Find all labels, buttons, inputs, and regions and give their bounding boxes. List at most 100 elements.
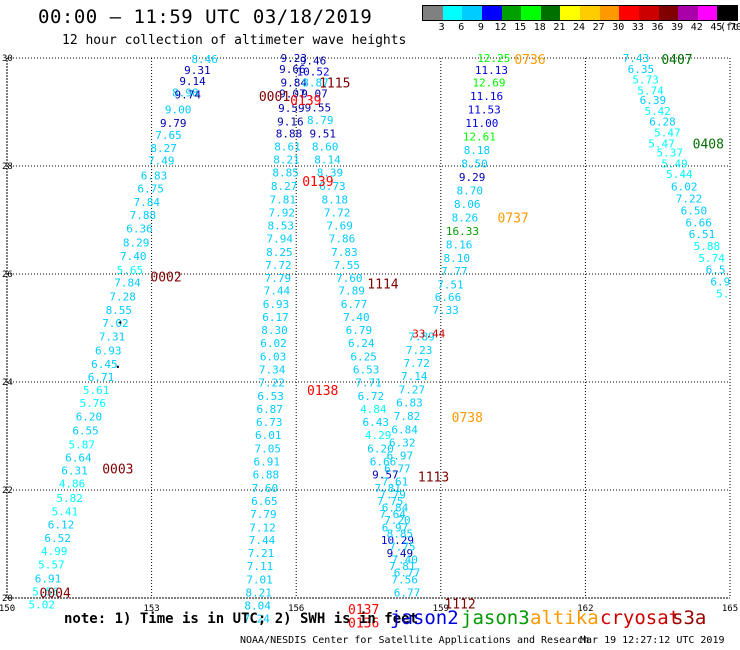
wave-height-label: 7.22 [258,377,285,390]
wave-height-label: 9.74 [175,89,202,102]
wave-height-label: 6.91 [35,573,62,586]
wave-height-label: 5.73 [632,74,659,87]
wave-height-label: 8.79 [307,114,334,127]
wave-height-label: 7.31 [99,331,126,344]
wave-height-label: 6.93 [95,345,122,358]
legend-swatch [678,6,698,20]
wave-height-label: 7.51 [437,278,464,291]
wave-height-label: 6.32 [389,436,416,449]
wave-height-label: 7.72 [324,206,351,219]
wave-height-label: 7.28 [109,291,136,304]
wave-height-label: 6.02 [671,181,698,194]
wave-height-label: 7.65 [155,129,182,142]
x-tick-label: 150 [0,604,15,614]
pass-time-label: 0001 [259,90,290,105]
track-dots [116,321,122,369]
wave-height-label: 7.92 [268,206,295,219]
legend-value: 12 [494,22,507,33]
legend-swatch [481,6,502,20]
wave-height-label: 8.21 [245,587,272,600]
wave-height-label: 7.79 [265,272,292,285]
legend-value: 21 [553,22,566,33]
grid-lines [6,57,731,599]
pass-time-label: 0002 [150,271,181,286]
y-tick-label: 26 [2,270,13,280]
wave-height-label: 10.29 [381,534,414,547]
created-timestamp: Mar 19 12:27:12 UTC 2019 [580,635,725,646]
wave-height-label: 7.64 [379,508,406,521]
pass-time-label: 0737 [497,211,528,226]
wave-height-label: 7.02 [102,317,129,330]
wave-height-label: 7.43 [623,52,650,65]
wave-height-label: 6.36 [126,223,153,236]
wave-height-label: 12.61 [463,130,496,143]
wave-height-label: 9.16 [277,116,304,129]
wave-height-label: 6.12 [48,519,75,532]
wave-height-label: 6.51 [689,228,716,241]
wave-height-label: 7.34 [259,364,286,377]
wave-height-label: 6.25 [350,351,377,364]
wave-height-label: 7.24 [243,613,270,626]
wave-height-label: 8.18 [464,144,491,157]
wave-height-label: 6.52 [44,532,71,545]
wave-height-label: 7.75 [377,495,404,508]
units-note: note: 1) Time is in UTC; 2) SWH is in fe… [64,611,419,627]
wave-height-label: 5.87 [68,439,95,452]
wave-height-label: 16.33 [446,225,479,238]
legend-swatch [423,6,443,20]
wave-height-label: 5.88 [694,240,721,253]
wave-height-label: 7.55 [334,259,361,272]
wave-height-label: 7.12 [249,521,276,534]
legend-swatch [560,6,580,20]
wave-height-label: 6.50 [681,204,708,217]
wave-height-label: 6.73 [319,180,346,193]
wave-height-label: 7.79 [250,508,277,521]
legend-value: 33 [631,22,644,33]
wave-height-label: 7.72 [403,357,430,370]
wave-height-label: 6.75 [137,183,164,196]
wave-height-label: 6.79 [346,324,373,337]
wave-height-label: 7.77 [441,265,468,278]
wave-height-label: 5.49 [661,157,688,170]
wave-height-label: 6.83 [141,170,168,183]
wave-height-label: 4.99 [41,545,68,558]
wave-height-label: 11.16 [470,90,503,103]
pass-time-label: 0738 [452,411,483,426]
wave-height-label: 6.64 [65,452,92,465]
wave-height-label: 5.74 [698,252,725,265]
wave-height-label: 8.26 [452,211,479,224]
wave-height-label: 6.84 [391,424,418,437]
pass-time-label: 1114 [367,278,398,293]
wave-height-label: 9.66 [279,63,306,76]
wave-height-label: 9.23 [281,52,308,65]
x-tick-label: 162 [577,604,593,614]
wave-height-label: 5.47 [654,127,681,140]
legend-value: 42 [690,22,703,33]
legend-swatch [580,6,600,20]
legend-value: 70 [729,22,740,33]
legend-value: 30 [612,22,625,33]
wave-height-label: 9.14 [179,75,206,88]
wave-height-label: 11.13 [475,64,508,77]
wave-height-label: 6.35 [628,63,655,76]
map-subtitle: 12 hour collection of altimeter wave hei… [62,33,407,48]
wave-height-label: 9.46 [300,55,327,68]
wave-height-label: 11.00 [465,117,498,130]
y-tick-label: 28 [2,162,13,172]
satellite-s3a: s3a [672,607,707,629]
wave-height-label: 8.85 [387,528,414,541]
wave-height-label: 6.66 [435,291,462,304]
legend-value: 15 [514,22,527,33]
wave-height-label: 7.44 [264,285,291,298]
pass-time-labels: 0001 0002 0003 0004 1115 0139 0139 1114 0138 1113… [40,53,724,631]
wave-height-label: 6.91 [254,455,281,468]
wave-height-label: 5.41 [52,506,79,519]
wave-height-label: 7.89 [408,331,435,344]
y-tick-label: 30 [2,54,13,64]
wave-height-label: 7.14 [401,370,428,383]
wave-height-label: 6.72 [358,390,385,403]
wave-height-label: 7.05 [255,442,282,455]
pass-time-label: 0137 [348,603,379,618]
